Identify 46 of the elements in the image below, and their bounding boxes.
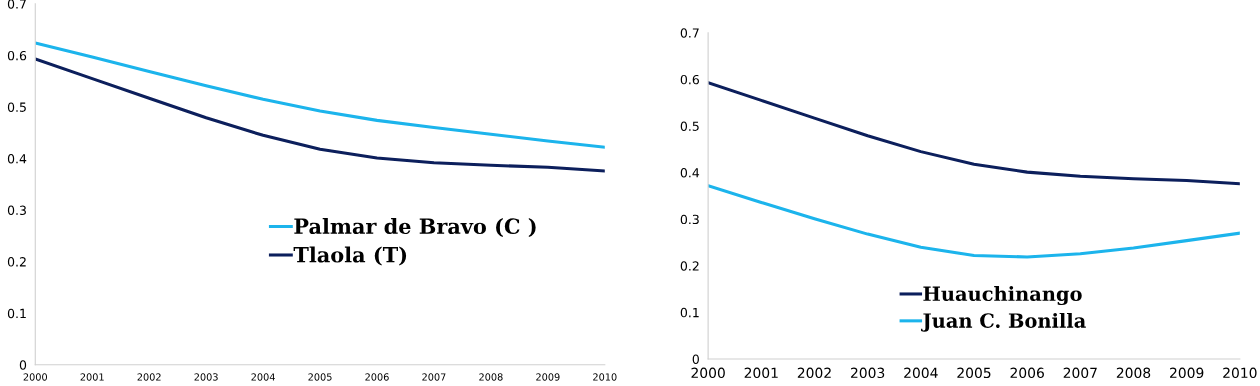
- y-tick-label: 0.5: [680, 121, 699, 131]
- y-tick-label: 0.3: [680, 214, 699, 225]
- y-tick-label: 0.4: [680, 168, 700, 178]
- x-tick-label: 2004: [251, 373, 275, 381]
- x-tick-label: 2002: [137, 373, 161, 381]
- y-tick-label: 0.1: [680, 307, 699, 318]
- y-tick-label: 0.3: [7, 205, 26, 216]
- y-tick-label: 0.6: [7, 50, 27, 61]
- x-tick-label: 2003: [850, 367, 885, 379]
- line-series: [35, 57, 605, 173]
- x-tick-label: 2009: [1170, 367, 1204, 379]
- x-tick-label: 2001: [744, 367, 778, 379]
- x-tick-label: 2010: [1223, 367, 1257, 379]
- line-series: [35, 41, 605, 149]
- x-tick-label: 2003: [194, 373, 218, 381]
- legend-label: Tlaola (T): [293, 246, 407, 266]
- y-tick-label: 0.7: [680, 28, 699, 38]
- x-tick-label: 2008: [479, 373, 503, 381]
- y-tick-label: 0: [692, 354, 699, 364]
- x-tick-label: 2007: [1063, 367, 1097, 379]
- x-tick-label: 2004: [904, 367, 938, 379]
- y-tick-label: 0.7: [7, 0, 26, 9]
- x-tick-label: 2009: [536, 373, 560, 381]
- y-tick-label: 0.2: [680, 261, 699, 271]
- legend-label: Huauchinango: [923, 286, 1082, 306]
- y-tick-label: 0.6: [680, 74, 699, 85]
- x-tick-label: 2006: [1010, 367, 1044, 379]
- x-tick-label: 2005: [957, 367, 991, 379]
- x-tick-label: 2010: [593, 373, 617, 381]
- y-tick-label: 0.5: [7, 102, 26, 112]
- x-tick-label: 2005: [308, 373, 332, 381]
- line-series: [708, 81, 1240, 186]
- x-tick-label: 2008: [1116, 367, 1151, 379]
- line-series: [708, 184, 1240, 259]
- x-tick-label: 2001: [80, 373, 104, 381]
- x-tick-label: 2002: [797, 367, 831, 379]
- x-tick-label: 2000: [691, 367, 725, 379]
- legend-label: Palmar de Bravo (C ): [294, 217, 536, 238]
- y-tick-label: 0.1: [7, 308, 26, 319]
- legend-label: Juan C. Bonilla: [921, 312, 1086, 332]
- x-tick-label: 2000: [23, 373, 48, 381]
- y-tick-label: 0.2: [7, 257, 26, 267]
- x-tick-label: 2007: [422, 373, 446, 381]
- y-tick-label: 0: [19, 360, 27, 370]
- x-tick-label: 2006: [365, 373, 389, 381]
- y-tick-label: 0.4: [7, 154, 27, 164]
